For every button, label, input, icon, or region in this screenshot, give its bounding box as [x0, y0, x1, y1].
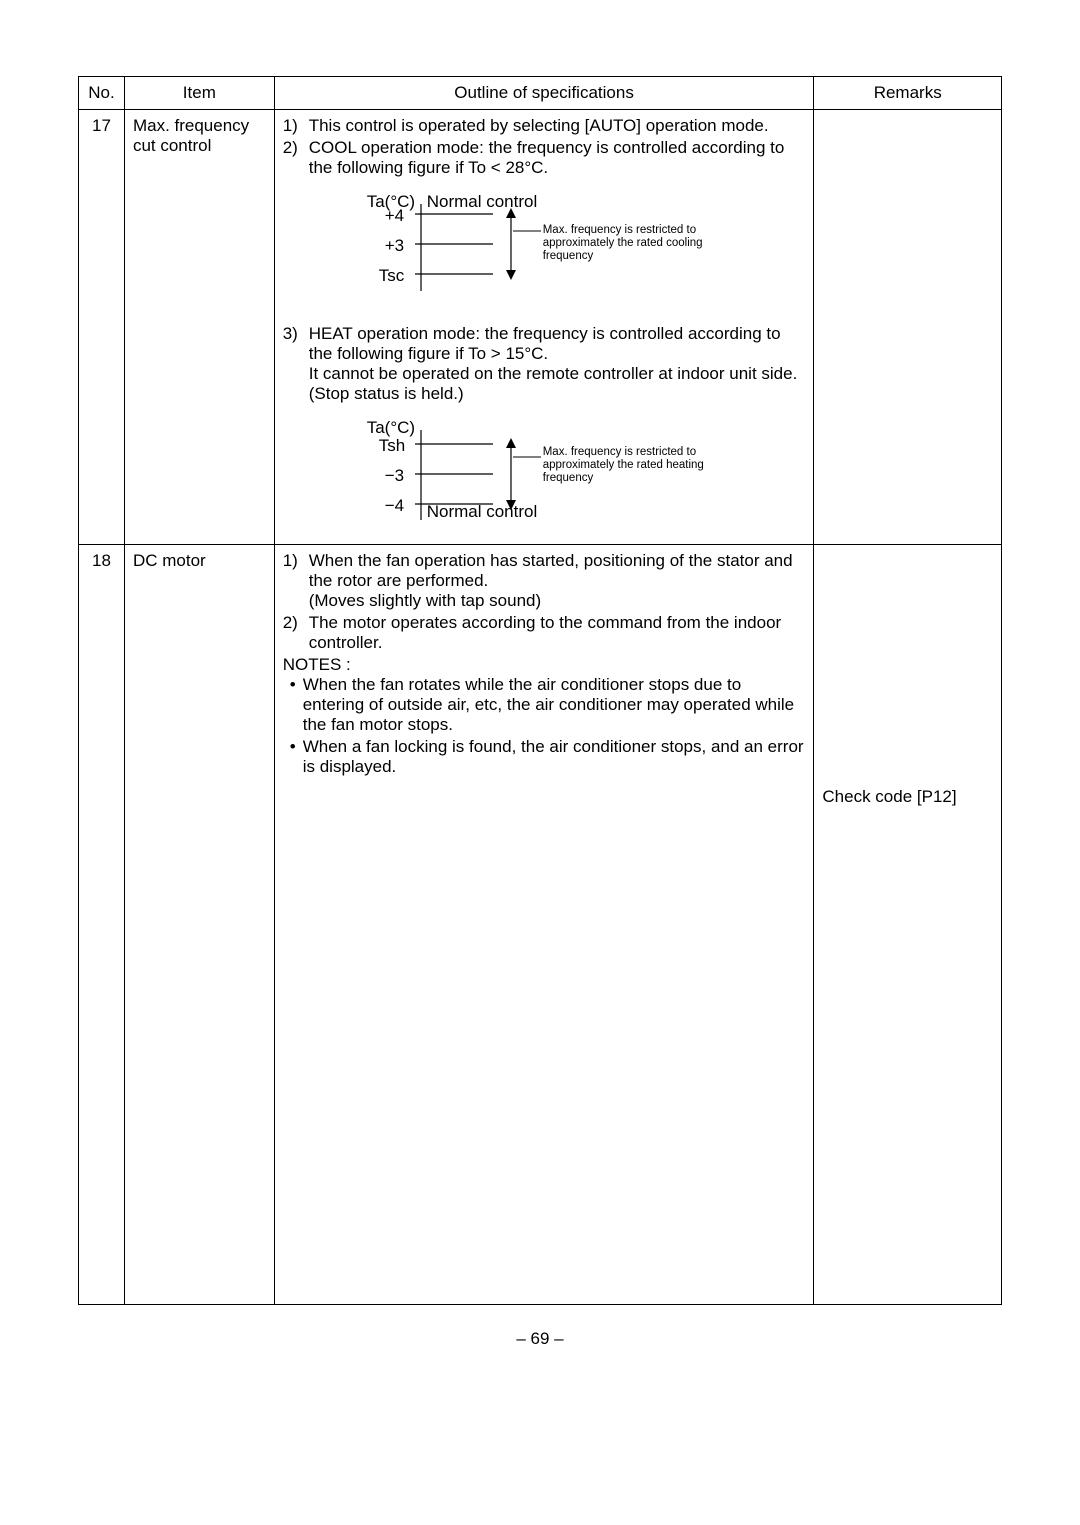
page-number: – 69 – — [78, 1329, 1002, 1349]
list-num: 1) — [283, 551, 309, 611]
diagram-sidetext: Max. frequency is restricted to approxim… — [543, 446, 713, 486]
diagram-y1: +4 — [385, 206, 404, 226]
diagram-heat: Ta(°C) Tsh −3 −4 Normal control Max. fre… — [363, 422, 723, 532]
list-num: 1) — [283, 116, 309, 136]
list-text: COOL operation mode: the frequency is co… — [309, 138, 806, 178]
cell-spec: 1) When the fan operation has started, p… — [274, 545, 814, 1305]
cell-no: 18 — [79, 545, 125, 1305]
bullet-icon: • — [283, 737, 303, 777]
cell-item: Max. frequency cut control — [124, 110, 274, 545]
list-item: 1) This control is operated by selecting… — [283, 116, 806, 136]
bullet-text: When a fan locking is found, the air con… — [303, 737, 806, 777]
cell-no: 17 — [79, 110, 125, 545]
header-spec: Outline of specifications — [274, 77, 814, 110]
bullet-item: • When a fan locking is found, the air c… — [283, 737, 806, 777]
bullet-icon: • — [283, 675, 303, 735]
spec-table: No. Item Outline of specifications Remar… — [78, 76, 1002, 1305]
table-row: 17 Max. frequency cut control 1) This co… — [79, 110, 1002, 545]
list-item: 2) The motor operates according to the c… — [283, 613, 806, 653]
list-num: 2) — [283, 613, 309, 653]
header-remarks: Remarks — [814, 77, 1002, 110]
diagram-y1: Tsh — [379, 436, 405, 456]
diagram-ylabel: Ta(°C) — [367, 418, 415, 438]
diagram-cool: Ta(°C) +4 +3 Tsc Normal control Max. fre… — [363, 196, 723, 306]
diagram-y2: +3 — [385, 236, 404, 256]
page-container: No. Item Outline of specifications Remar… — [78, 76, 1002, 1349]
cell-remarks: Check code [P12] — [814, 545, 1002, 1305]
list-item: 2) COOL operation mode: the frequency is… — [283, 138, 806, 178]
list-item: 3) HEAT operation mode: the frequency is… — [283, 324, 806, 404]
list-text: The motor operates according to the comm… — [309, 613, 806, 653]
list-text: HEAT operation mode: the frequency is co… — [309, 324, 806, 404]
list-item: 1) When the fan operation has started, p… — [283, 551, 806, 611]
cell-spec: 1) This control is operated by selecting… — [274, 110, 814, 545]
diagram-y2: −3 — [385, 466, 404, 486]
diagram-sidetext: Max. frequency is restricted to approxim… — [543, 224, 713, 264]
diagram-y3: Tsc — [379, 266, 405, 286]
cell-remarks — [814, 110, 1002, 545]
bullet-item: • When the fan rotates while the air con… — [283, 675, 806, 735]
list-text: When the fan operation has started, posi… — [309, 551, 806, 611]
notes-label: NOTES : — [283, 655, 806, 675]
table-header-row: No. Item Outline of specifications Remar… — [79, 77, 1002, 110]
bullet-text: When the fan rotates while the air condi… — [303, 675, 806, 735]
header-item: Item — [124, 77, 274, 110]
cell-item: DC motor — [124, 545, 274, 1305]
diagram-bottomlabel: Normal control — [427, 502, 538, 522]
diagram-y3: −4 — [385, 496, 404, 516]
diagram-toplabel: Normal control — [427, 192, 538, 212]
list-text: This control is operated by selecting [A… — [309, 116, 806, 136]
header-no: No. — [79, 77, 125, 110]
remarks-text: Check code [P12] — [822, 787, 993, 807]
list-num: 2) — [283, 138, 309, 178]
table-row: 18 DC motor 1) When the fan operation ha… — [79, 545, 1002, 1305]
list-num: 3) — [283, 324, 309, 404]
